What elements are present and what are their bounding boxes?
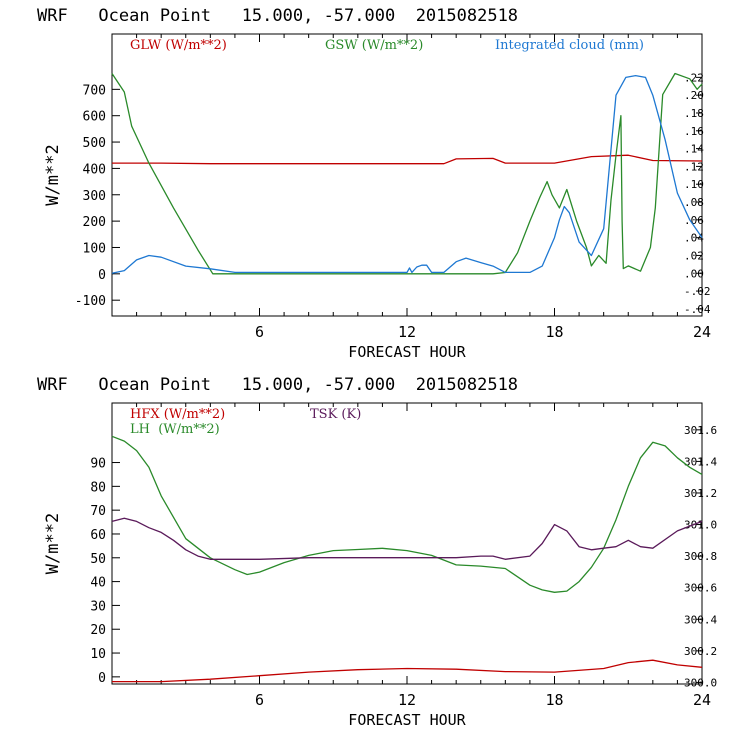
- y-tick-label: 700: [83, 83, 106, 98]
- panel-radiation: WRF Ocean Point 15.000, -57.000 20150825…: [37, 6, 711, 361]
- y-tick-label: 90: [90, 457, 106, 472]
- series-line-gsw-w-m-2: [111, 72, 703, 275]
- y2-tick-label: -.02: [684, 285, 711, 298]
- y-tick-label: 0: [98, 671, 106, 686]
- y2-tick-label: 300.0: [684, 676, 717, 689]
- y2-tick-label: .02: [684, 249, 704, 262]
- x-tick-label: 18: [545, 691, 563, 709]
- y-tick-label: 300: [83, 189, 106, 204]
- y2-tick-label: 301.4: [684, 455, 717, 468]
- y-tick-label: 70: [90, 504, 106, 519]
- y-tick-label: 60: [90, 528, 106, 543]
- y2-tick-label: .18: [684, 107, 704, 120]
- series-line-lh-w-m-2: [111, 435, 703, 593]
- x-tick-label: 12: [398, 691, 416, 709]
- y-tick-label: 10: [90, 647, 106, 662]
- y2-tick-label: .12: [684, 160, 704, 173]
- y2-tick-label: .00: [684, 267, 704, 280]
- y2-tick-label: .20: [684, 89, 704, 102]
- y-tick-label: 30: [90, 599, 106, 614]
- y2-tick-label: .16: [684, 125, 704, 138]
- x-tick-label: 24: [693, 691, 711, 709]
- series-line-glw-w-m-2: [112, 154, 703, 165]
- y-tick-label: 50: [90, 552, 106, 567]
- legend-entry-glw-w-m-2: GLW (W/m**2): [130, 38, 227, 53]
- y2-tick-label: 300.8: [684, 550, 717, 563]
- y2-tick-label: .14: [684, 143, 704, 156]
- chart-title: WRF Ocean Point 15.000, -57.000 20150825…: [37, 375, 518, 395]
- y-tick-label: 200: [83, 215, 106, 230]
- x-tick-label: 6: [255, 691, 264, 709]
- x-tick-label: 24: [693, 323, 711, 341]
- y-tick-label: 100: [83, 241, 106, 256]
- y2-tick-label: 301.2: [684, 487, 717, 500]
- y2-tick-label: .04: [684, 232, 704, 245]
- y2-tick-label: .08: [684, 196, 704, 209]
- y2-tick-label: .10: [684, 178, 704, 191]
- y2-tick-label: 300.6: [684, 582, 717, 595]
- legend-entry-hfx-w-m-2: HFX (W/m**2): [130, 407, 225, 422]
- y-tick-label: 500: [83, 136, 106, 151]
- legend-entry-integrated-cloud-mm: Integrated cloud (mm): [495, 38, 644, 53]
- y2-tick-label: 301.6: [684, 424, 717, 437]
- series-line-hfx-w-m-2: [112, 659, 703, 683]
- y2-tick-label: -.04: [684, 303, 711, 316]
- x-tick-label: 12: [398, 323, 416, 341]
- x-tick-label: 6: [255, 323, 264, 341]
- y2-tick-label: 301.0: [684, 519, 717, 532]
- y-tick-label: 80: [90, 480, 106, 495]
- y-tick-label: 0: [98, 268, 106, 283]
- y2-tick-label: .22: [684, 71, 704, 84]
- legend-entry-lh-w-m-2: LH (W/m**2): [130, 422, 220, 437]
- x-axis-label: FORECAST HOUR: [348, 711, 466, 729]
- y-axis-label: W/m**2: [43, 513, 63, 574]
- y-tick-label: 600: [83, 110, 106, 125]
- plot-frame: [111, 402, 703, 685]
- y-tick-label: -100: [75, 294, 106, 309]
- y-tick-label: 20: [90, 623, 106, 638]
- series-line-integrated-cloud-mm: [111, 74, 703, 274]
- y2-tick-label: 300.4: [684, 613, 717, 626]
- y-tick-label: 400: [83, 162, 106, 177]
- y2-tick-label: 300.2: [684, 645, 717, 658]
- x-tick-label: 18: [545, 323, 563, 341]
- legend-entry-gsw-w-m-2: GSW (W/m**2): [325, 38, 423, 53]
- x-axis-label: FORECAST HOUR: [348, 343, 466, 361]
- series-line-tsk-k: [111, 517, 703, 560]
- panel-surface-flux: WRF Ocean Point 15.000, -57.000 20150825…: [37, 375, 717, 729]
- legend-entry-tsk-k: TSK (K): [310, 407, 361, 422]
- y-tick-label: 40: [90, 576, 106, 591]
- y-axis-label: W/m**2: [43, 144, 63, 205]
- chart-title: WRF Ocean Point 15.000, -57.000 20150825…: [37, 6, 518, 26]
